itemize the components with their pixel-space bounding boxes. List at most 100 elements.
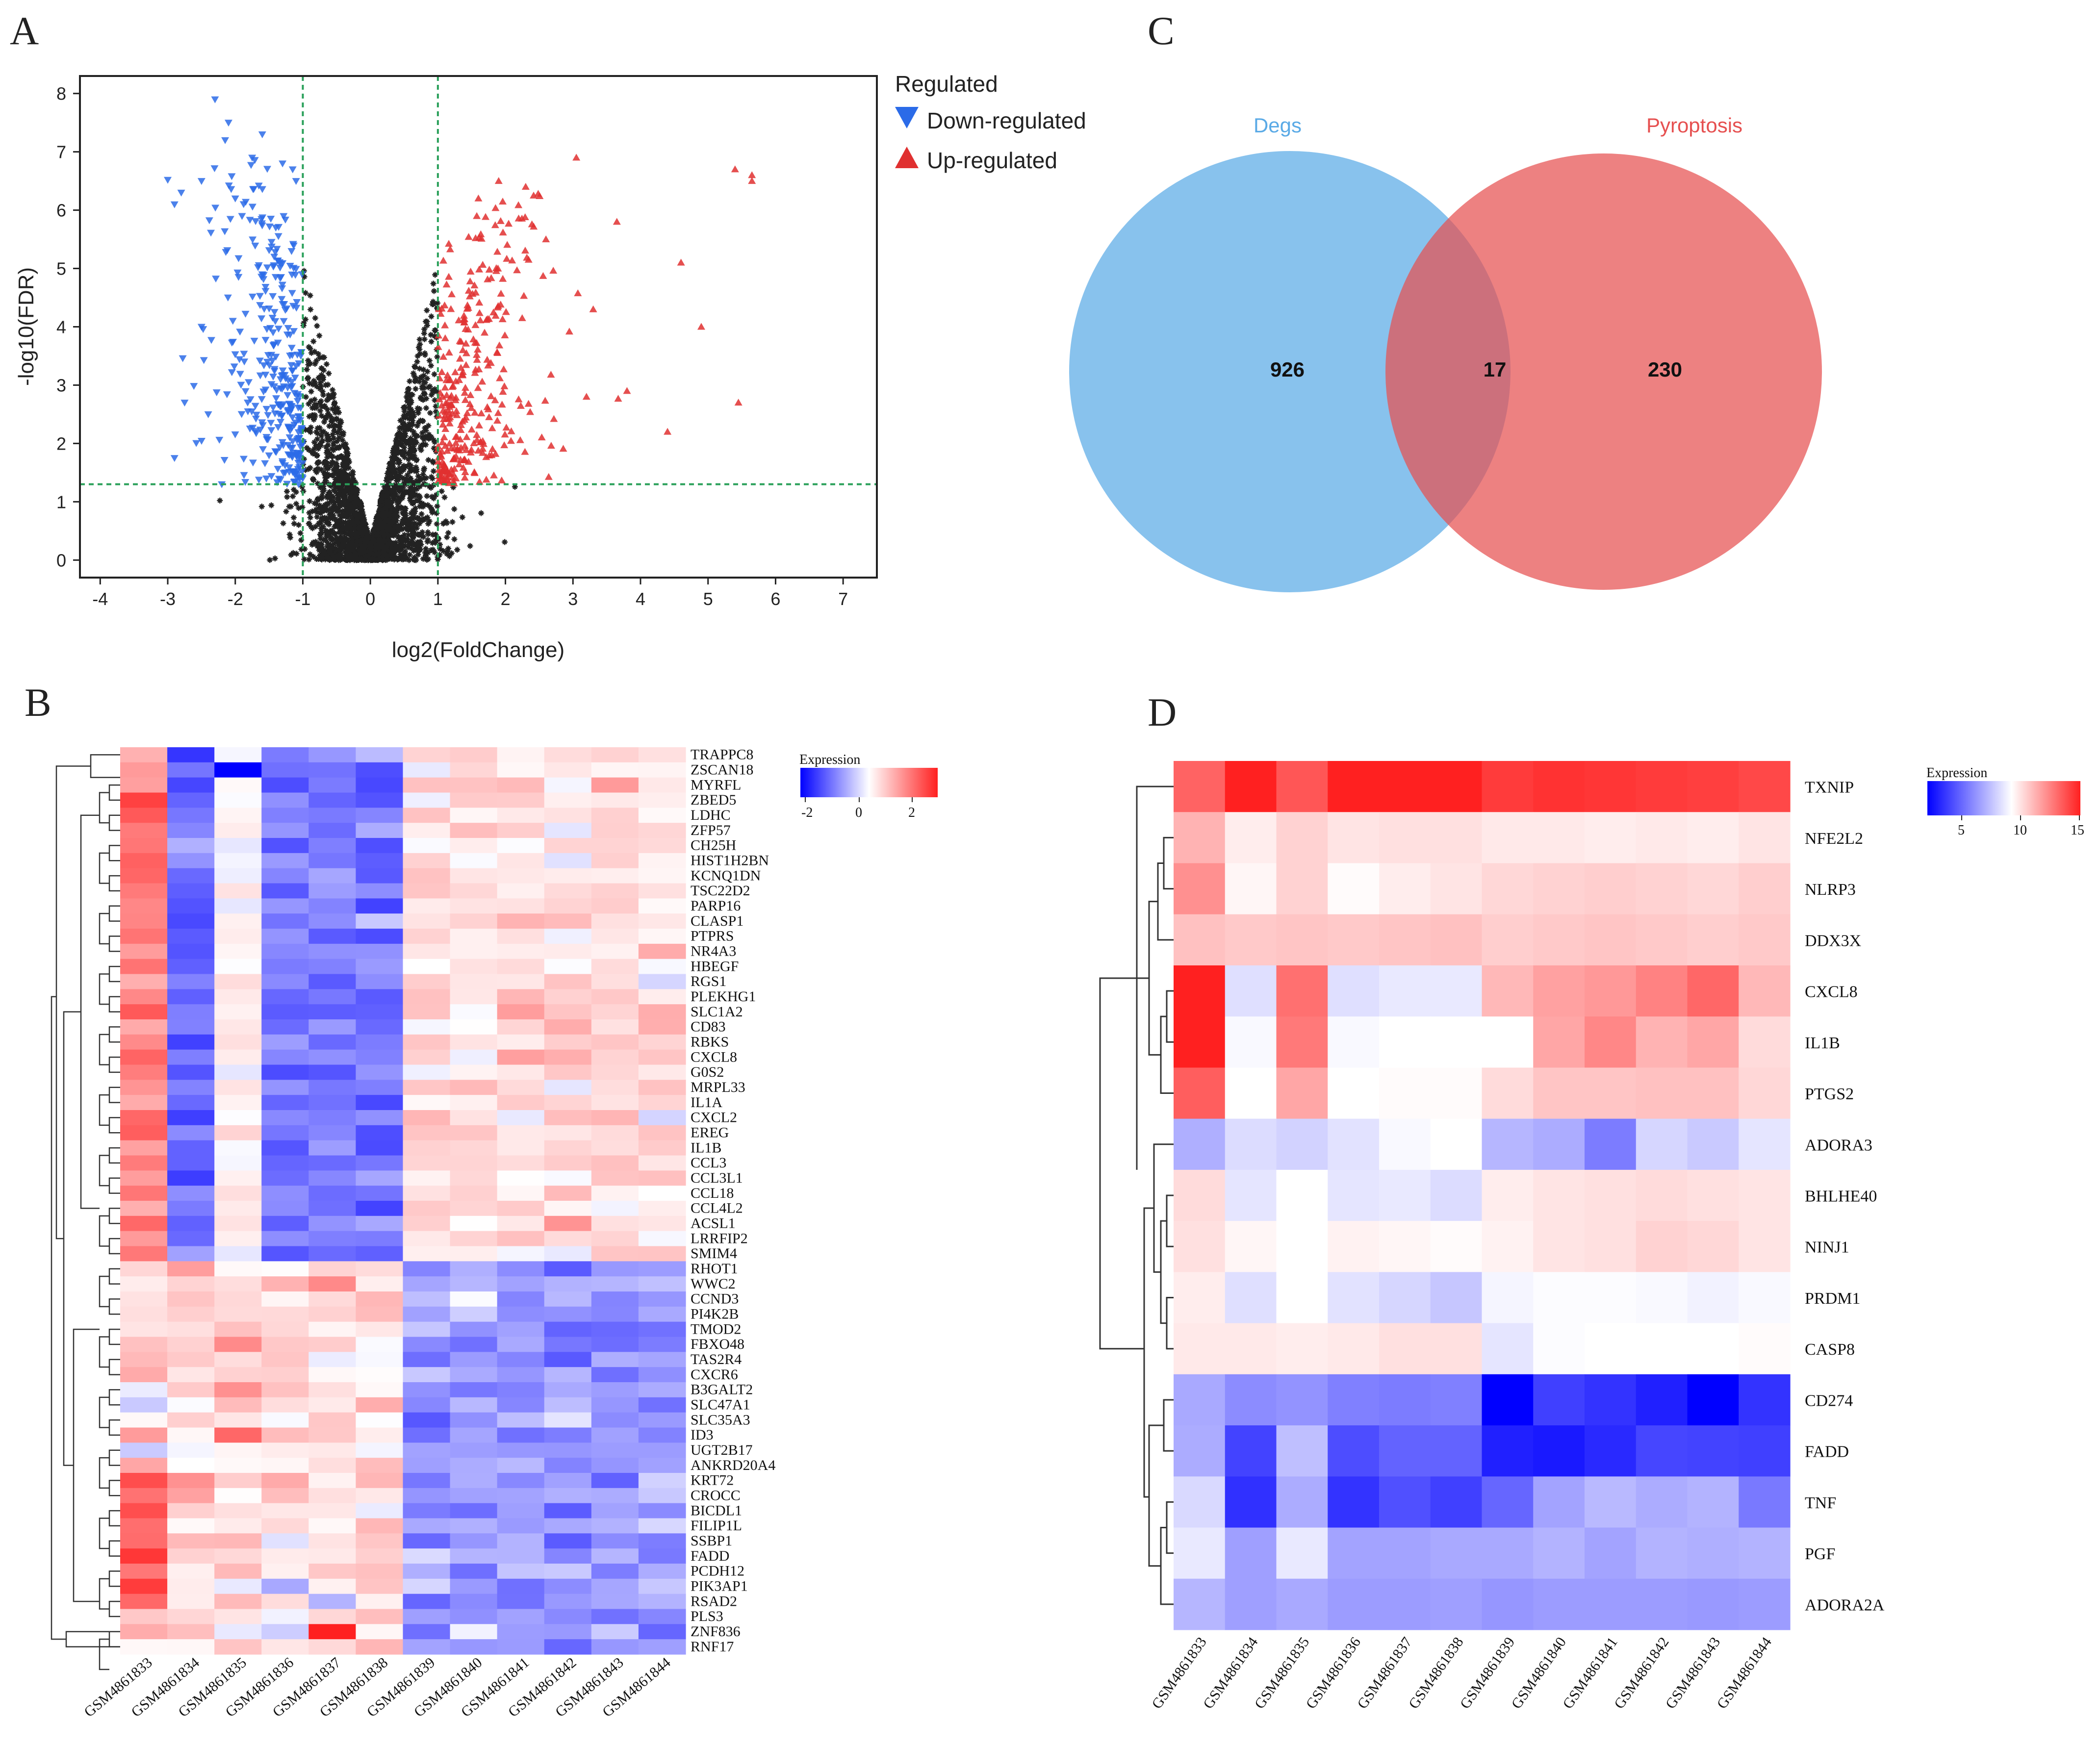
- heatmap-b-cell: [308, 1276, 357, 1292]
- heatmap-d-sample-label: GSM4861838: [1406, 1634, 1467, 1712]
- down-point: [252, 218, 260, 225]
- heatmap-b-cell: [167, 1170, 215, 1186]
- ns-point: [385, 490, 391, 496]
- down-point: [237, 381, 245, 389]
- ns-point: [413, 543, 419, 550]
- ns-point: [315, 351, 322, 357]
- up-point: [475, 309, 484, 316]
- dendrogram-branch: [108, 875, 120, 892]
- heatmap-b-cell: [120, 1412, 168, 1428]
- heatmap-d-cell: [1739, 1016, 1791, 1068]
- heatmap-b-cell: [356, 1397, 404, 1413]
- up-point: [460, 315, 468, 323]
- down-point: [286, 262, 294, 270]
- ns-point: [330, 387, 336, 393]
- up-point: [440, 433, 448, 440]
- heatmap-d-cell: [1225, 914, 1277, 966]
- heatmap-b-cell: [450, 898, 498, 914]
- heatmap-b-cell: [544, 823, 592, 838]
- dendrogram-branch: [108, 1238, 120, 1255]
- up-point: [466, 449, 475, 456]
- up-point: [445, 414, 453, 422]
- heatmap-d-cell: [1636, 1169, 1688, 1221]
- heatmap-b-cell: [591, 1337, 639, 1352]
- ns-point: [327, 515, 333, 521]
- heatmap-b-cell: [356, 959, 404, 975]
- heatmap-d-cell: [1636, 812, 1688, 864]
- heatmap-b-gene-label: HBEGF: [691, 958, 739, 974]
- ns-point: [344, 475, 351, 481]
- up-point: [461, 389, 469, 396]
- up-point: [437, 474, 445, 481]
- ns-point: [347, 479, 353, 485]
- down-point: [290, 469, 299, 476]
- heatmap-b-cell: [214, 1246, 262, 1262]
- up-point: [574, 289, 582, 297]
- up-point: [498, 315, 507, 323]
- ns-point: [434, 521, 440, 527]
- ns-point: [420, 503, 427, 509]
- heatmap-b-gene-label: CD83: [691, 1019, 726, 1035]
- venn-label-pyroptosis: Pyroptosis: [1646, 114, 1742, 137]
- x-tick-label: 7: [838, 589, 848, 609]
- up-point: [461, 396, 469, 403]
- ns-point: [402, 414, 408, 420]
- ns-point: [401, 444, 408, 451]
- heatmap-b-cell: [356, 1321, 404, 1338]
- dendrogram-branch: [108, 1268, 120, 1285]
- up-point: [463, 301, 472, 308]
- heatmap-b-cell: [308, 989, 357, 1005]
- heatmap-b-gene-label: KRT72: [691, 1472, 734, 1489]
- heatmap-b-cell: [308, 1261, 357, 1277]
- heatmap-b-cell: [214, 1125, 262, 1141]
- heatmap-b-cell: [497, 1488, 545, 1504]
- ns-point: [299, 504, 306, 510]
- ns-point: [502, 539, 508, 545]
- ns-point: [326, 521, 332, 528]
- up-point: [443, 447, 451, 454]
- down-point: [298, 426, 306, 433]
- ns-point: [321, 354, 327, 360]
- heatmap-d-cell: [1379, 1374, 1431, 1426]
- heatmap-b-cell: [214, 747, 262, 763]
- heatmap-d-gene-label: NLRP3: [1805, 881, 1856, 899]
- heatmap-b-cell: [497, 1321, 545, 1338]
- ns-point: [401, 550, 408, 556]
- heatmap-b-cell: [591, 1215, 639, 1232]
- heatmap-b-gene-label: LDHC: [691, 807, 731, 823]
- up-point: [453, 432, 461, 440]
- heatmap-b-cell: [214, 1140, 262, 1156]
- ns-point: [388, 545, 395, 551]
- up-point: [434, 442, 442, 450]
- up-point: [614, 395, 622, 402]
- heatmap-b-cell: [120, 1609, 168, 1624]
- ns-point: [343, 460, 350, 467]
- heatmap-b-cell: [308, 747, 357, 763]
- heatmap-b-cell: [214, 1215, 262, 1232]
- down-point: [267, 420, 275, 427]
- ns-point: [323, 444, 329, 450]
- heatmap-b-cell: [450, 1276, 498, 1292]
- ns-point: [444, 548, 451, 555]
- heatmap-b-cell: [497, 974, 545, 989]
- ns-point: [395, 544, 401, 550]
- heatmap-b-cell: [544, 929, 592, 944]
- heatmap-b-cell: [544, 883, 592, 899]
- heatmap-b-cell: [214, 1564, 262, 1579]
- down-point: [294, 466, 302, 473]
- dendrogram-branch: [108, 1056, 120, 1073]
- heatmap-d-cell: [1174, 1118, 1226, 1170]
- heatmap-b-cell: [450, 1367, 498, 1383]
- down-point: [257, 396, 266, 403]
- ns-point: [419, 418, 426, 424]
- down-point: [251, 157, 259, 164]
- ns-point: [272, 555, 278, 561]
- ns-point: [364, 528, 370, 534]
- down-point: [283, 392, 292, 399]
- heatmap-b-gene-label: ID3: [691, 1427, 714, 1443]
- heatmap-b-cell: [308, 1215, 357, 1232]
- heatmap-b-cell: [544, 898, 592, 914]
- heatmap-b-cell: [638, 1564, 686, 1579]
- ns-point: [293, 501, 299, 507]
- heatmap-d-cell: [1687, 761, 1739, 812]
